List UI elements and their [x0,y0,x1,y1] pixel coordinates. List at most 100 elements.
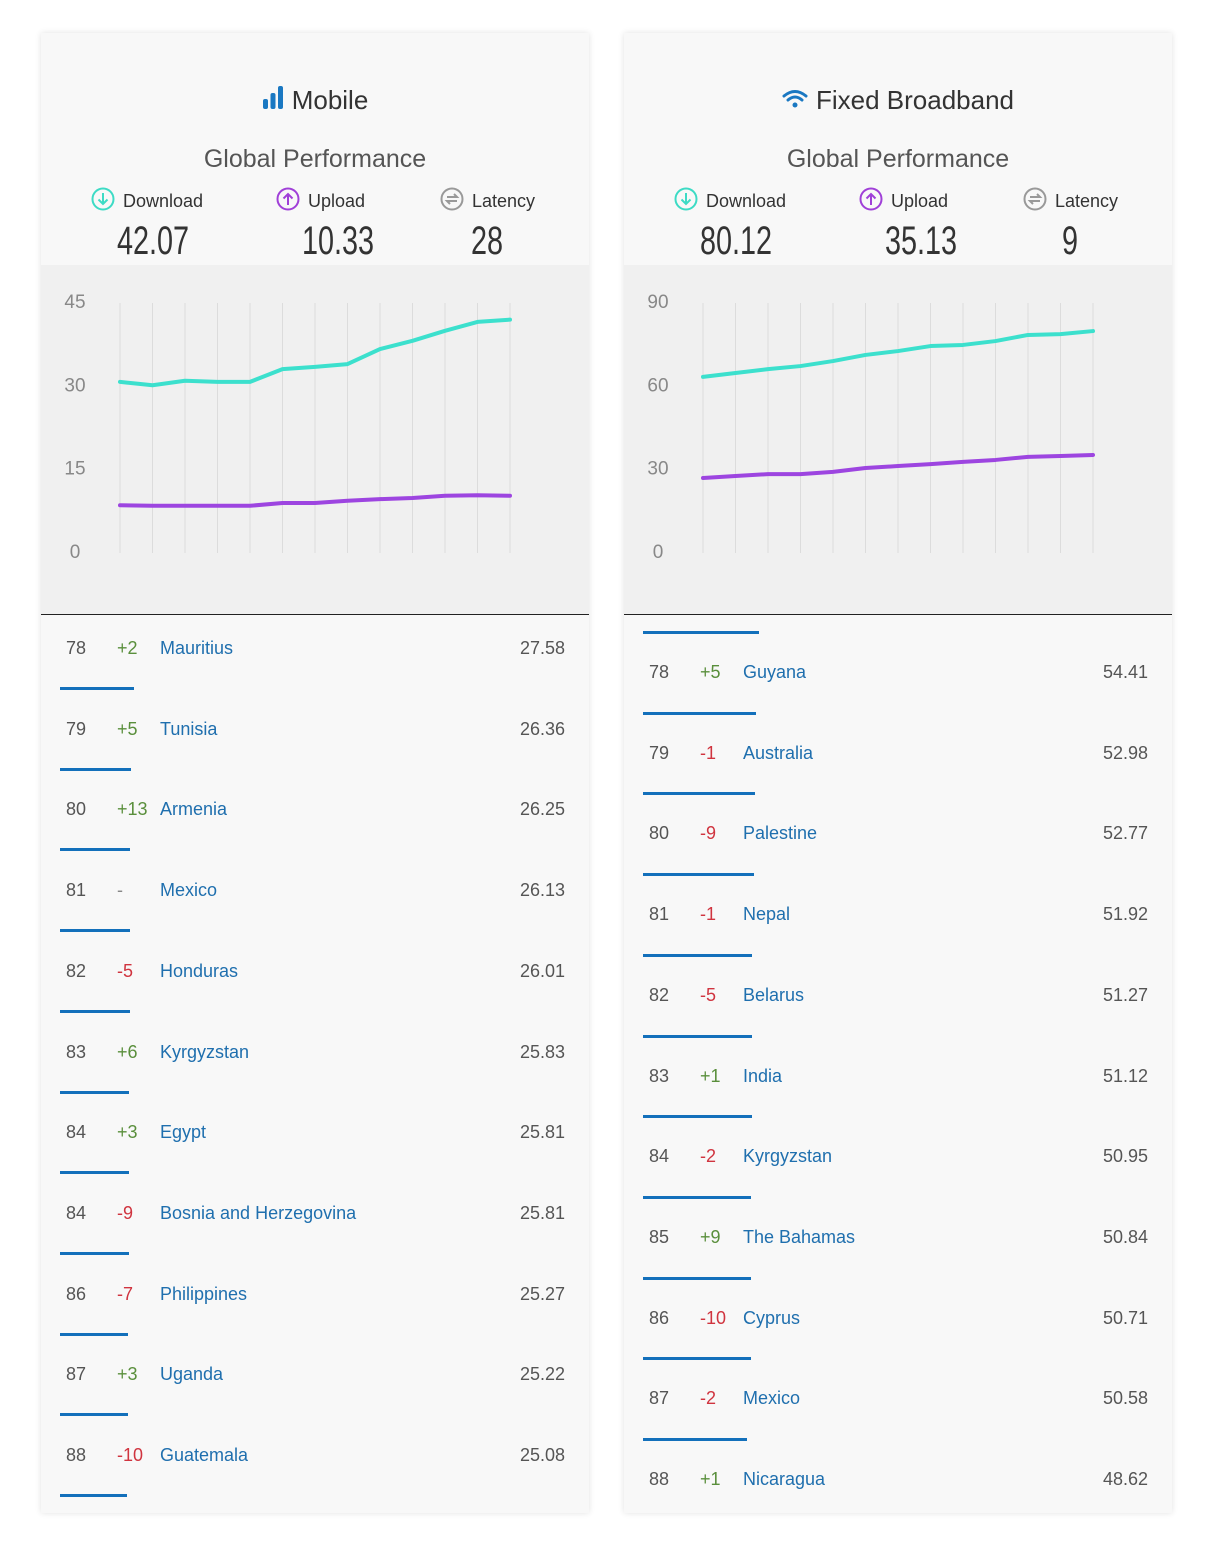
rank-change: -10 [117,1445,144,1465]
speed: 50.71 [1102,1307,1148,1328]
ranking-row: 83 +1 India 51.12 [624,1020,1172,1101]
rank-change: +1 [700,1065,721,1086]
country-link[interactable]: Armenia [160,799,228,820]
y-tick-label: 0 [70,542,81,563]
rank-change: +13 [117,799,148,820]
ranking-row: 79 -1 Australia 52.98 [624,697,1172,778]
ranking-row: 82 -5 Honduras 26.01 [41,939,589,1020]
ranking-row: 88 +1 Nicaragua 48.62 [624,1423,1172,1504]
speed: 25.27 [519,1283,565,1304]
speed: 25.81 [519,1122,565,1143]
rank-change: -7 [117,1283,134,1304]
country-link[interactable]: India [743,1065,783,1086]
speed-bar [60,1009,130,1013]
speed-bar [60,1494,128,1497]
speed-bar [643,711,756,715]
metric-label: Download [91,187,203,216]
rank-change: -2 [700,1146,717,1167]
metric-name: Download [123,191,204,211]
country-link[interactable]: Nepal [743,904,791,925]
country-link[interactable]: Cyprus [743,1307,801,1328]
country-link[interactable]: Honduras [160,960,239,981]
rank-change: +3 [117,1122,138,1143]
speed: 25.81 [519,1202,565,1223]
title-icon [262,85,284,116]
country-link[interactable]: Palestine [743,823,818,844]
metric-value: 10.33 [301,219,375,263]
speed-bar [643,792,756,796]
y-tick-label: 60 [647,375,668,396]
subtitle: Global Performance [786,145,1010,173]
country-link[interactable]: Australia [743,742,814,763]
speed: 52.77 [1102,823,1148,844]
speed-bar [643,953,753,957]
y-tick-label: 45 [64,292,85,313]
metric-label: Latency [1023,187,1118,216]
speed-bar [60,767,131,771]
y-tick-label: 30 [647,459,668,480]
line-series [118,493,512,508]
rank: 86 [66,1283,87,1304]
ranking-row: 84 +3 Egypt 25.81 [41,1100,589,1181]
rank-change: -5 [117,960,134,981]
line-series [118,317,512,388]
country-link[interactable]: Uganda [160,1364,224,1385]
country-link[interactable]: Kyrgyzstan [743,1146,833,1167]
rank: 80 [649,823,670,844]
country-link[interactable]: Bosnia and Herzegovina [160,1202,357,1223]
speed-bar [643,873,754,877]
metric-label: Upload [276,187,365,216]
metric-name: Download [706,191,787,211]
metric-icon [1023,187,1047,216]
rank: 85 [649,1226,670,1247]
speed: 50.84 [1102,1226,1148,1247]
rank-change: -2 [700,1388,717,1409]
metric-icon [91,187,115,216]
speed: 26.13 [519,880,565,901]
speed-bar [60,1171,130,1175]
country-link[interactable]: Mexico [743,1388,801,1409]
ranking-row: 80 -9 Palestine 52.77 [624,777,1172,858]
country-link[interactable]: Tunisia [160,718,218,739]
ranking-row: 84 -9 Bosnia and Herzegovina 25.81 [41,1181,589,1262]
rank-change: -1 [700,742,717,763]
speed: 25.83 [519,1041,565,1062]
rank-change: +5 [117,718,138,739]
country-link[interactable]: Egypt [160,1122,207,1143]
country-link[interactable]: Mexico [160,880,218,901]
speed: 26.01 [519,960,565,981]
country-link[interactable]: Mauritius [160,638,234,658]
country-link[interactable]: The Bahamas [743,1226,856,1247]
speed: 25.08 [519,1445,565,1465]
country-link[interactable]: Guatemala [160,1445,249,1465]
rank-change: -5 [700,984,717,1005]
speed-bar [643,1195,752,1199]
rank: 79 [66,718,87,739]
country-link[interactable]: Kyrgyzstan [160,1041,250,1062]
rank: 79 [649,742,670,763]
country-link[interactable]: Belarus [743,984,805,1005]
country-link[interactable]: Nicaragua [743,1469,826,1489]
y-tick-label: 30 [64,375,85,396]
speed: 50.95 [1102,1146,1148,1167]
speed: 51.92 [1102,904,1148,925]
country-link[interactable]: Philippines [160,1283,248,1304]
country-link[interactable]: Guyana [743,662,807,682]
rank: 87 [649,1388,670,1409]
metric-value: 35.13 [884,219,958,263]
metric-icon [276,187,300,216]
speed-bar [643,1276,751,1280]
metric-icon [859,187,883,216]
ranking-row: 88 -10 Guatemala 25.08 [41,1423,589,1504]
speed-bar [643,1034,752,1038]
rank: 88 [66,1445,87,1465]
rank-change: - [117,880,123,901]
speed: 50.58 [1102,1388,1148,1409]
ranking-row: 87 +3 Uganda 25.22 [41,1342,589,1423]
ranking-row: 78 +5 Guyana 54.41 [624,616,1172,697]
rank: 80 [66,799,87,820]
speed-bar [643,1115,752,1119]
metric-value: 80.12 [699,219,773,263]
rank: 84 [649,1146,670,1167]
